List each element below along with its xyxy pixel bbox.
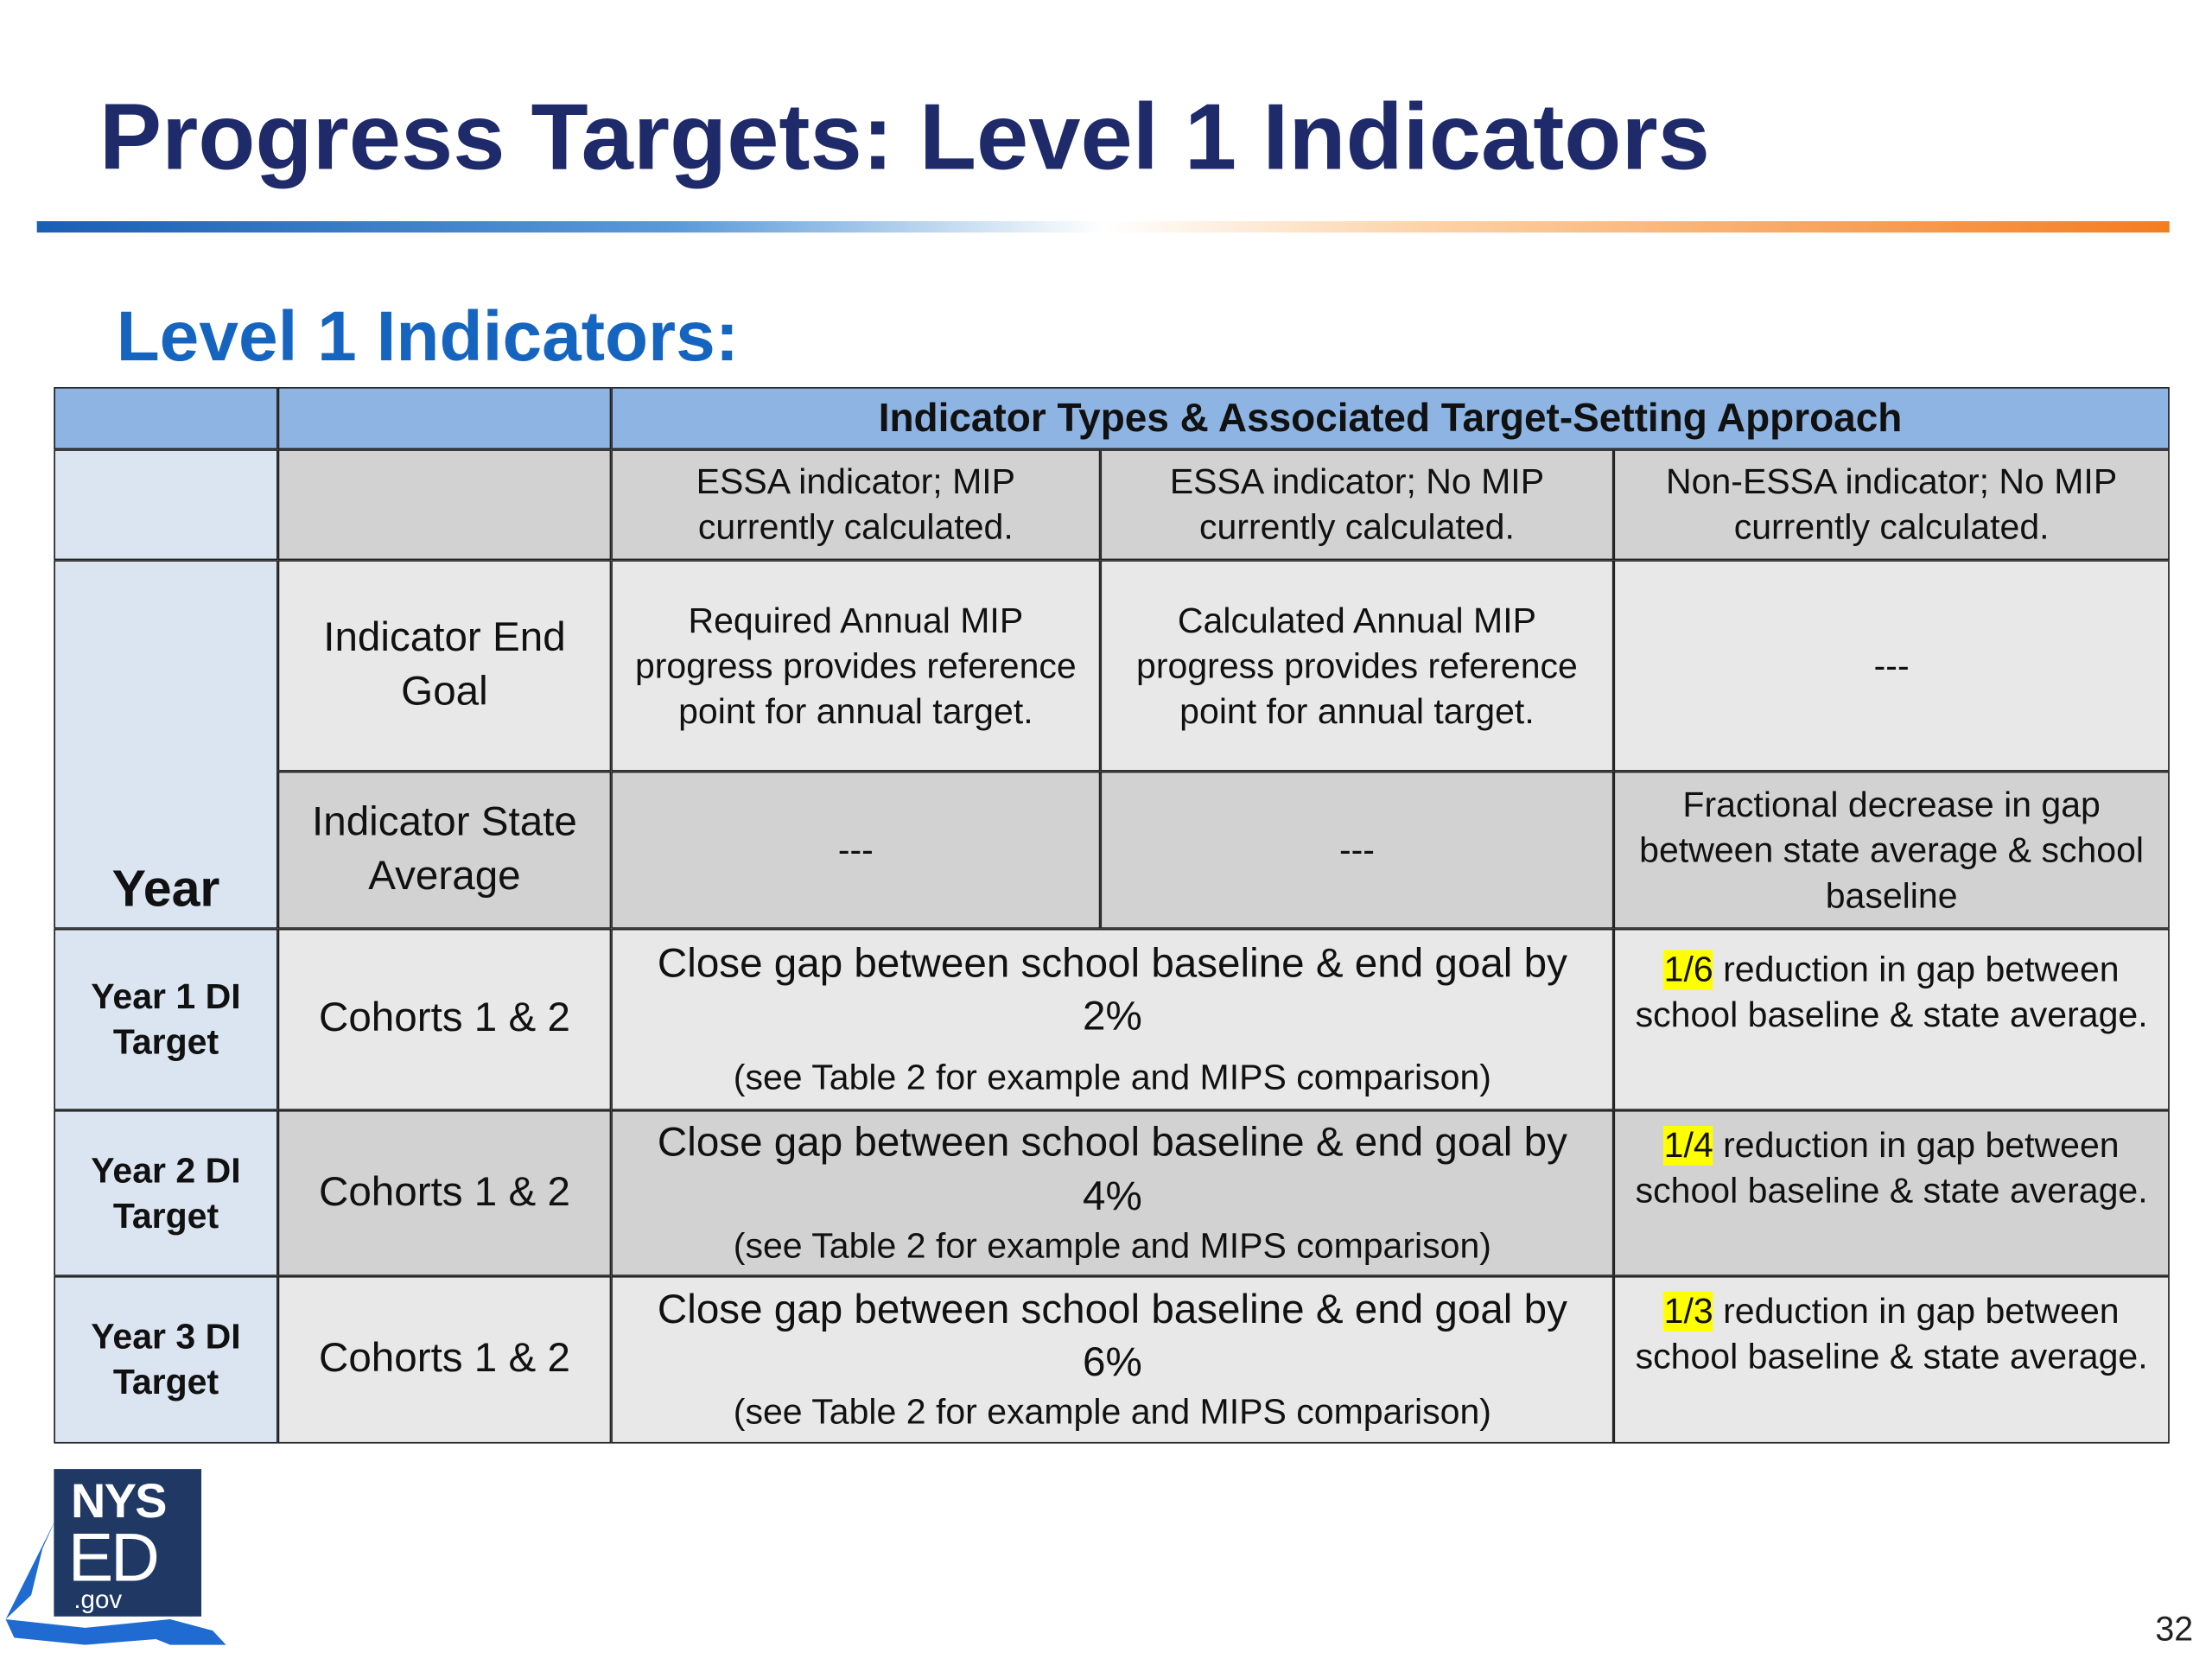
cell xyxy=(277,449,612,561)
non-essa-text: reduction in gap between school baseline… xyxy=(1635,950,2148,1035)
essa-target: Close gap between school baseline & end … xyxy=(611,1275,1614,1444)
logo: NYS ED .gov xyxy=(54,1469,202,1617)
cohorts: Cohorts 1 & 2 xyxy=(277,928,612,1110)
essa-target: Close gap between school baseline & end … xyxy=(611,1109,1614,1276)
cell xyxy=(54,449,278,561)
group-header: Indicator Types & Associated Target-Sett… xyxy=(611,387,2170,450)
year-target: Year 1 DI Target xyxy=(54,928,278,1110)
note: (see Table 2 for example and MIPS compar… xyxy=(733,1392,1491,1433)
essa-target-text: Close gap between school baseline & end … xyxy=(657,1287,1567,1386)
non-essa-target: 1/6 reduction in gap between school base… xyxy=(1613,928,2170,1110)
column-header: ESSA indicator; No MIP currently calcula… xyxy=(1100,449,1614,561)
title-rule xyxy=(36,221,2170,233)
cell: Required Annual MIP progress provides re… xyxy=(611,560,1101,772)
column-header: ESSA indicator; MIP currently calculated… xyxy=(611,449,1101,561)
header-cell xyxy=(277,387,612,450)
non-essa-target: 1/4 reduction in gap between school base… xyxy=(1613,1109,2170,1276)
fraction: 1/6 xyxy=(1663,950,1713,990)
row-label: Indicator End Goal xyxy=(277,560,612,772)
cohorts: Cohorts 1 & 2 xyxy=(277,1109,612,1276)
essa-target: Close gap between school baseline & end … xyxy=(611,928,1614,1110)
cell: --- xyxy=(611,771,1101,929)
cohorts: Cohorts 1 & 2 xyxy=(277,1275,612,1444)
logo-main: ED xyxy=(67,1521,160,1597)
cell: --- xyxy=(1100,771,1614,929)
cell: --- xyxy=(1613,560,2170,772)
year-target: Year 3 DI Target xyxy=(54,1275,278,1444)
cell: Calculated Annual MIP progress provides … xyxy=(1100,560,1614,772)
non-essa-text: reduction in gap between school baseline… xyxy=(1635,1125,2148,1211)
essa-target-text: Close gap between school baseline & end … xyxy=(657,941,1567,1039)
year-target: Year 2 DI Target xyxy=(54,1109,278,1276)
logo-sub: .gov xyxy=(73,1585,123,1614)
logo-shape xyxy=(5,1516,226,1645)
subtitle: Level 1 Indicators: xyxy=(116,296,740,376)
note: (see Table 2 for example and MIPS compar… xyxy=(733,1225,1491,1266)
row-label: Indicator State Average xyxy=(277,771,612,929)
non-essa-target: 1/3 reduction in gap between school base… xyxy=(1613,1275,2170,1444)
page-number: 32 xyxy=(2155,1611,2194,1649)
header-cell xyxy=(54,387,278,450)
fraction: 1/4 xyxy=(1663,1125,1713,1166)
non-essa-text: reduction in gap between school baseline… xyxy=(1635,1291,2148,1377)
year-label: Year xyxy=(54,560,278,929)
logo-top: NYS xyxy=(71,1474,167,1529)
title: Progress Targets: Level 1 Indicators xyxy=(99,83,1710,189)
fraction: 1/3 xyxy=(1663,1291,1713,1332)
state-outline xyxy=(5,1516,226,1645)
cell: Fractional decrease in gap between state… xyxy=(1613,771,2170,929)
essa-target-text: Close gap between school baseline & end … xyxy=(657,1121,1567,1219)
column-header: Non-ESSA indicator; No MIP currently cal… xyxy=(1613,449,2170,561)
note: (see Table 2 for example and MIPS compar… xyxy=(733,1058,1491,1098)
